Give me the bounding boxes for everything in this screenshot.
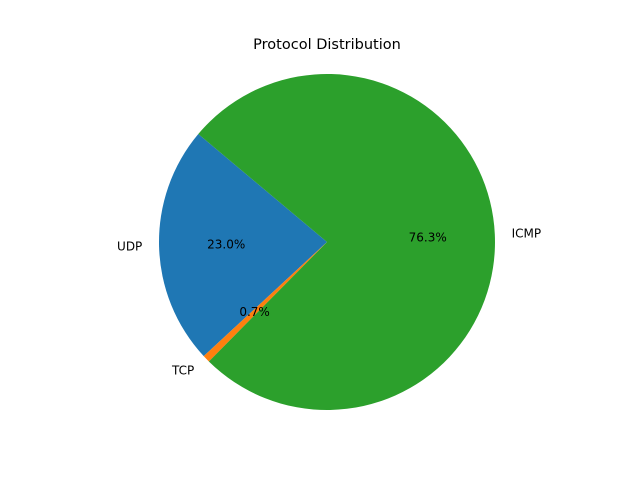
pie-slice-udp [158, 134, 327, 357]
chart-title: Protocol Distribution [253, 37, 401, 53]
percent-label-tcp: 0.7% [239, 305, 270, 319]
pie-labels: UDP 23.0% TCP 0.7% ICMP 76.3% [117, 226, 541, 377]
pie-slice-icmp [198, 73, 495, 411]
pie-slices [158, 73, 495, 411]
category-label-icmp: ICMP [512, 226, 542, 240]
pie-slice-tcp [203, 242, 327, 362]
percent-label-udp: 23.0% [207, 238, 245, 252]
percent-label-icmp: 76.3% [409, 230, 447, 244]
category-label-udp: UDP [117, 240, 142, 254]
category-label-tcp: TCP [171, 364, 194, 378]
